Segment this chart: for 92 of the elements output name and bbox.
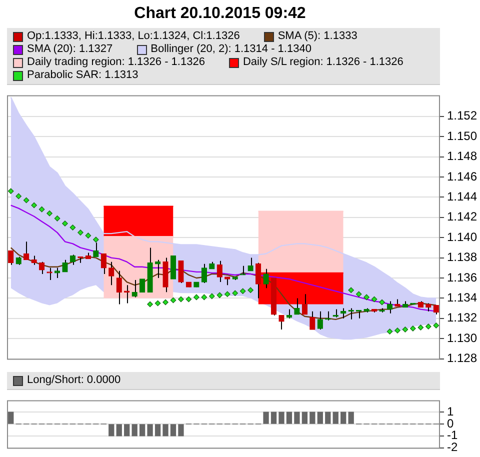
y-tick-label: -1 bbox=[447, 428, 458, 442]
point bbox=[386, 328, 393, 334]
y-tick-label: 1.144 bbox=[447, 190, 478, 204]
candlestick bbox=[46, 267, 52, 281]
chart-title: Chart 20.10.2015 09:42 bbox=[133, 5, 307, 23]
candlestick bbox=[70, 254, 76, 266]
candlestick bbox=[302, 294, 308, 315]
point bbox=[410, 326, 416, 332]
point bbox=[78, 230, 84, 236]
candlestick bbox=[24, 241, 30, 260]
legend-label: Long/Short: 0.0000 bbox=[27, 374, 121, 387]
legend-label: Bollinger (20, 2): 1.1314 - 1.1340 bbox=[150, 43, 312, 56]
point bbox=[8, 188, 14, 194]
y-tick-label: 1 bbox=[447, 404, 454, 418]
point bbox=[248, 287, 254, 294]
candlestick bbox=[310, 310, 316, 330]
candlestick bbox=[162, 257, 168, 293]
y-tick-label: 1.146 bbox=[447, 169, 478, 184]
point bbox=[23, 197, 30, 204]
point bbox=[224, 291, 230, 298]
legend-label: Op:1.1333, Hi:1.1333, Lo:1.1324, Cl:1.1326 bbox=[27, 30, 240, 43]
candlestick bbox=[139, 278, 146, 292]
candlestick bbox=[278, 314, 284, 330]
candlestick bbox=[201, 263, 207, 284]
candlestick bbox=[294, 298, 300, 315]
point bbox=[16, 193, 22, 200]
legend-label: Daily S/L region: 1.1326 - 1.1326 bbox=[242, 56, 404, 69]
point bbox=[170, 297, 176, 304]
candlestick bbox=[31, 255, 37, 266]
point bbox=[209, 293, 215, 300]
legend-label: Parabolic SAR: 1.1313 bbox=[27, 69, 138, 82]
legend-label: SMA (20): 1.1327 bbox=[27, 43, 113, 56]
point bbox=[356, 291, 362, 298]
candlestick bbox=[248, 257, 254, 272]
point bbox=[379, 299, 385, 306]
legend-label: Daily trading region: 1.1326 - 1.1326 bbox=[27, 56, 205, 69]
point bbox=[426, 324, 432, 330]
y-tick-label: 1.130 bbox=[447, 330, 478, 345]
point bbox=[216, 292, 223, 298]
y-tick-label: 1.132 bbox=[447, 310, 478, 325]
candlestick bbox=[255, 262, 262, 299]
candlestick bbox=[263, 268, 269, 289]
candlestick bbox=[178, 260, 184, 284]
candlestick bbox=[116, 270, 122, 305]
y-tick-label: 1.128 bbox=[447, 351, 478, 366]
candlestick bbox=[54, 267, 60, 279]
point bbox=[147, 301, 153, 308]
point bbox=[364, 294, 370, 300]
y-tick-label: 1.150 bbox=[447, 128, 478, 143]
candlestick bbox=[38, 261, 45, 274]
candlestick bbox=[170, 255, 176, 280]
point bbox=[62, 220, 68, 226]
point bbox=[93, 236, 99, 243]
point bbox=[162, 299, 168, 306]
y-tick-label: 1.140 bbox=[447, 230, 478, 244]
y-tick-label: 1.136 bbox=[447, 270, 478, 284]
point bbox=[240, 288, 246, 294]
y-tick-label: 1.142 bbox=[447, 210, 478, 224]
y-tick-label: -2 bbox=[447, 440, 458, 454]
candlestick bbox=[8, 250, 14, 266]
y-tick-label: 0 bbox=[447, 416, 454, 430]
point bbox=[394, 328, 400, 334]
point bbox=[31, 202, 37, 208]
candlestick bbox=[108, 261, 114, 286]
point bbox=[38, 206, 45, 212]
point bbox=[201, 294, 208, 300]
point bbox=[154, 300, 161, 306]
candlestick bbox=[216, 260, 222, 283]
point bbox=[402, 326, 408, 332]
point bbox=[418, 324, 424, 330]
point bbox=[371, 296, 378, 302]
candlestick bbox=[433, 304, 439, 315]
point bbox=[232, 290, 238, 296]
point bbox=[194, 294, 200, 300]
point bbox=[85, 232, 92, 238]
legend-label: SMA (5): 1.1333 bbox=[278, 30, 358, 43]
candlestick bbox=[240, 265, 246, 276]
point bbox=[348, 287, 354, 294]
y-tick-label: 1.148 bbox=[447, 149, 478, 164]
point bbox=[54, 216, 60, 222]
point bbox=[178, 296, 184, 302]
candlestick bbox=[386, 300, 393, 314]
point bbox=[433, 322, 440, 328]
candlestick bbox=[100, 253, 106, 274]
y-tick-label: 1.152 bbox=[447, 108, 478, 123]
candlestick bbox=[62, 259, 68, 272]
y-tick-label: 1.138 bbox=[447, 250, 478, 264]
point bbox=[186, 296, 192, 302]
y-tick-label: 1.134 bbox=[447, 290, 478, 305]
candlestick bbox=[317, 310, 323, 330]
point bbox=[46, 210, 52, 216]
point bbox=[70, 224, 76, 230]
